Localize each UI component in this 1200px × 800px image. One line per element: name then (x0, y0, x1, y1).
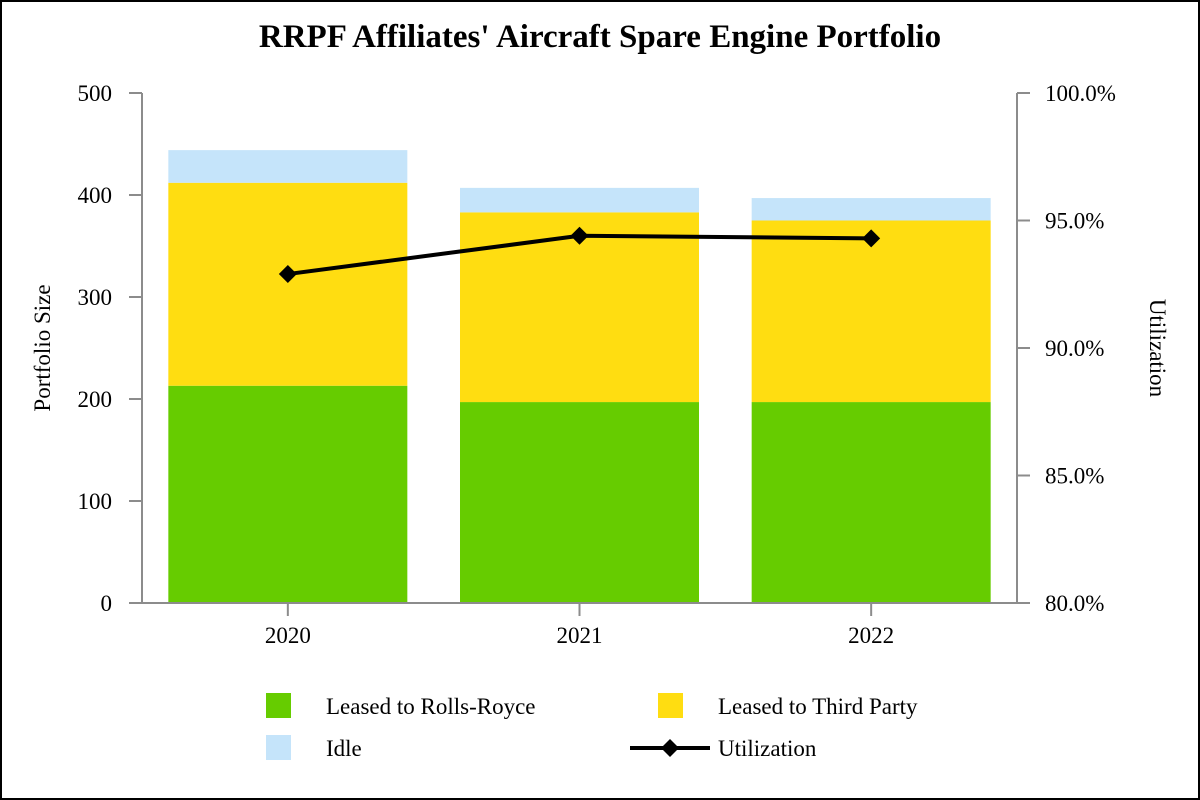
y2-tick-label: 80.0% (1045, 591, 1104, 616)
legend-label-utilization: Utilization (718, 736, 817, 761)
legend-swatch-leased-to-rolls-royce (266, 693, 291, 718)
y2-tick-label: 95.0% (1045, 209, 1104, 234)
bar-idle-2021 (460, 187, 699, 213)
bar-leased-to-rolls-royce-2022 (751, 402, 991, 603)
x-tick-label: 2021 (557, 623, 603, 648)
bar-idle-2022 (751, 198, 991, 221)
bar-leased-to-third-party-2022 (751, 220, 991, 403)
y-tick-label: 100 (78, 489, 113, 514)
y2-tick-label: 90.0% (1045, 336, 1104, 361)
legend-label-leased-to-rolls-royce: Leased to Rolls-Royce (326, 694, 536, 719)
bar-leased-to-rolls-royce-2021 (460, 402, 699, 603)
legend-label-leased-to-third-party: Leased to Third Party (718, 694, 918, 719)
x-tick-label: 2022 (848, 623, 894, 648)
chart-title: RRPF Affiliates' Aircraft Spare Engine P… (259, 19, 941, 55)
legend: Leased to Rolls-Royce Leased to Third Par… (266, 693, 918, 761)
y-tick-label: 300 (78, 285, 113, 310)
utilization-point-2020 (278, 265, 297, 284)
y-tick-label: 0 (101, 591, 113, 616)
bar-leased-to-rolls-royce-2020 (168, 385, 408, 603)
y-tick-label: 400 (78, 183, 113, 208)
legend-marker-utilization (661, 739, 679, 757)
legend-swatch-idle (266, 735, 291, 760)
legend-swatch-leased-to-third-party (658, 693, 683, 718)
y-tick-label: 500 (78, 81, 113, 106)
y-tick-label: 200 (78, 387, 113, 412)
tick-layer: 0 100 200 300 400 500 80.0% 85.0% 90.0% 95.0% 100.… (78, 81, 1116, 648)
legend-label-idle: Idle (326, 736, 362, 761)
bar-idle-2020 (168, 150, 408, 183)
y-axis-title: Portfolio Size (30, 284, 55, 411)
utilization-line-layer (278, 226, 881, 284)
utilization-point-2022 (862, 229, 881, 248)
utilization-point-2021 (570, 226, 589, 245)
y2-axis-title: Utilization (1145, 299, 1170, 398)
x-tick-label: 2020 (265, 623, 311, 648)
y2-tick-label: 100.0% (1045, 81, 1116, 106)
bar-layer (168, 150, 991, 603)
y2-tick-label: 85.0% (1045, 464, 1104, 489)
bar-leased-to-third-party-2020 (168, 182, 408, 386)
